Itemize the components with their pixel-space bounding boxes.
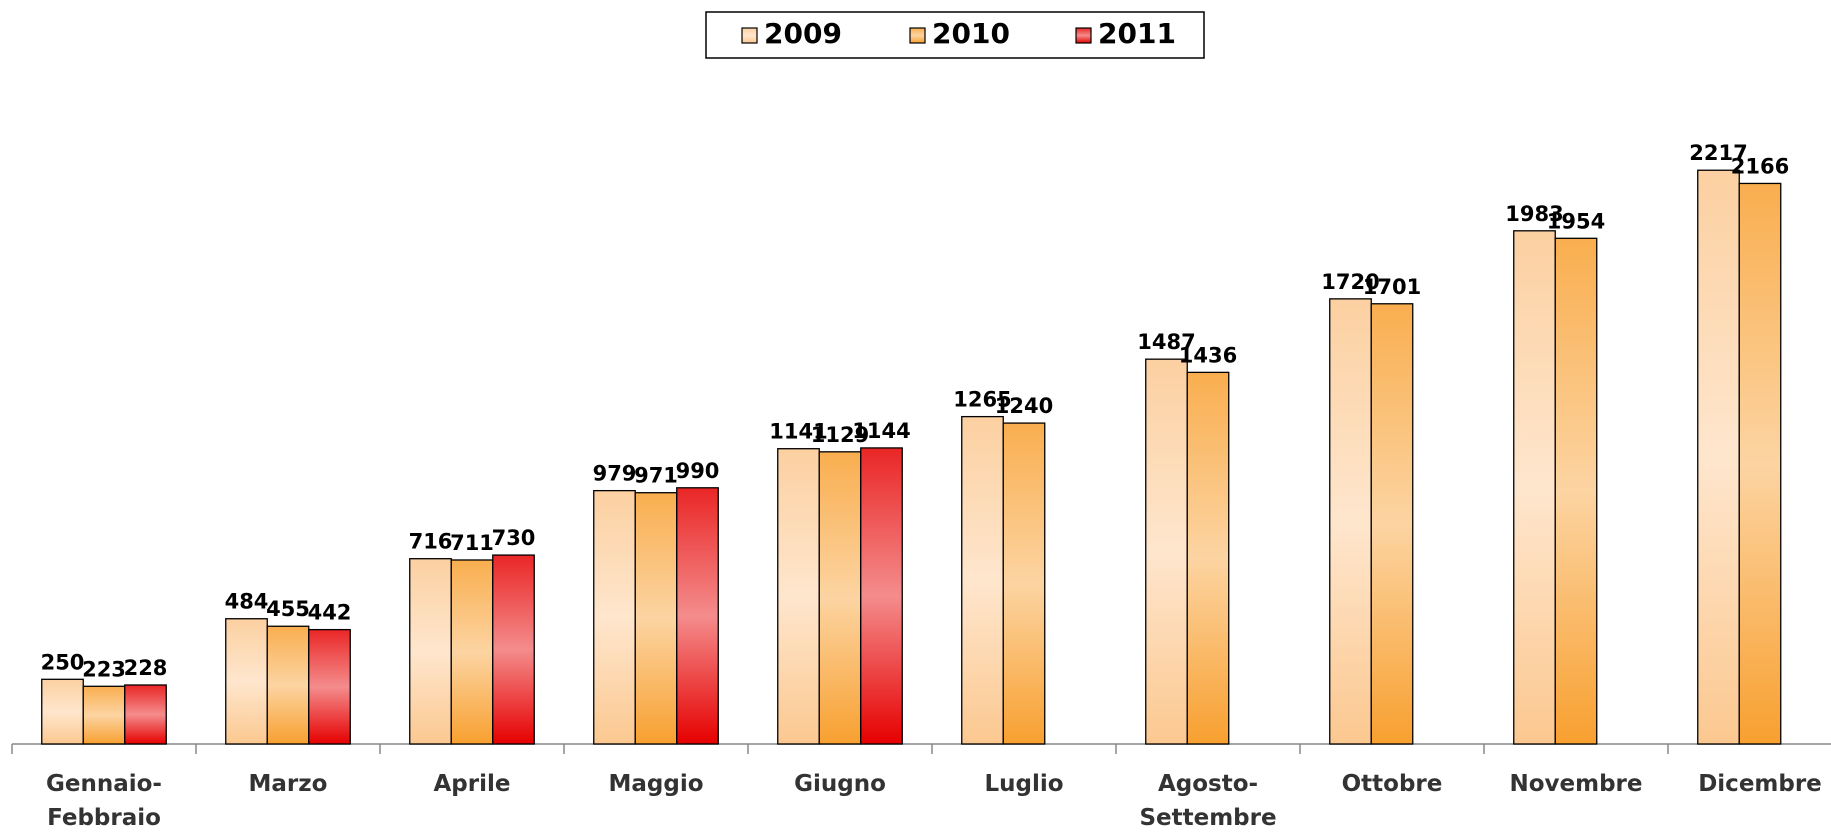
bar — [266, 625, 310, 745]
value-label: 979 — [593, 462, 637, 486]
bar — [225, 618, 268, 745]
x-tick-label: Dicembre — [1698, 771, 1822, 797]
value-label: 711 — [450, 531, 494, 555]
legend-label: 2010 — [932, 17, 1010, 50]
value-label: 442 — [308, 601, 352, 625]
value-label: 2166 — [1731, 154, 1789, 178]
bar — [41, 678, 84, 745]
value-label: 250 — [41, 650, 85, 674]
x-tick-label: Novembre — [1509, 771, 1643, 797]
legend-swatch — [1075, 27, 1092, 44]
bar — [676, 487, 719, 745]
bar — [593, 489, 636, 745]
bar — [1002, 422, 1046, 745]
value-label: 1141 — [769, 420, 827, 444]
x-tick-label: Gennaio-Febbraio — [46, 771, 162, 831]
bar — [634, 492, 678, 745]
bar — [777, 448, 820, 745]
value-label: 455 — [266, 597, 310, 621]
bar — [1370, 303, 1414, 745]
value-label: 223 — [82, 657, 126, 681]
x-tick-label: Ottobre — [1341, 771, 1443, 797]
bar — [1738, 182, 1782, 745]
value-label: 228 — [124, 656, 168, 680]
value-label: 1144 — [852, 419, 910, 443]
legend-box — [705, 11, 1205, 59]
x-tick-label: Giugno — [794, 771, 886, 797]
x-tick-label: Maggio — [608, 771, 704, 797]
bar — [492, 554, 535, 745]
bar — [308, 628, 351, 745]
value-label: 1129 — [811, 423, 869, 447]
bar — [961, 415, 1004, 745]
x-tick-label: Marzo — [248, 771, 328, 797]
bar — [1554, 237, 1598, 745]
x-tick-label: Agosto-Settembre — [1139, 771, 1277, 831]
bar — [1513, 230, 1556, 745]
value-label: 971 — [634, 464, 678, 488]
bar — [124, 684, 167, 745]
value-label: 990 — [676, 459, 720, 483]
value-label: 1240 — [995, 394, 1053, 418]
value-label: 1487 — [1137, 330, 1195, 354]
x-tick-label: Aprile — [433, 771, 511, 797]
value-label: 2217 — [1689, 141, 1747, 165]
value-label: 1720 — [1321, 270, 1379, 294]
x-tick-label: Luglio — [984, 771, 1064, 797]
value-label: 484 — [225, 590, 269, 614]
value-label: 716 — [409, 530, 453, 554]
bar — [1145, 358, 1188, 745]
legend-label: 2009 — [764, 17, 842, 50]
value-label: 730 — [492, 526, 536, 550]
bar — [1329, 298, 1372, 745]
value-label: 1701 — [1363, 275, 1421, 299]
legend-swatch — [909, 27, 926, 44]
value-label: 1265 — [953, 388, 1011, 412]
value-label: 1954 — [1547, 209, 1605, 233]
legend-swatch — [741, 27, 758, 44]
legend-label: 2011 — [1098, 17, 1176, 50]
value-label: 1983 — [1505, 202, 1563, 226]
bar — [860, 447, 903, 745]
bar — [818, 451, 862, 745]
bar — [1186, 371, 1230, 745]
value-label: 1436 — [1179, 343, 1237, 367]
bar — [409, 558, 452, 745]
bar — [1697, 169, 1740, 745]
bar — [450, 559, 494, 745]
bar — [82, 685, 126, 745]
